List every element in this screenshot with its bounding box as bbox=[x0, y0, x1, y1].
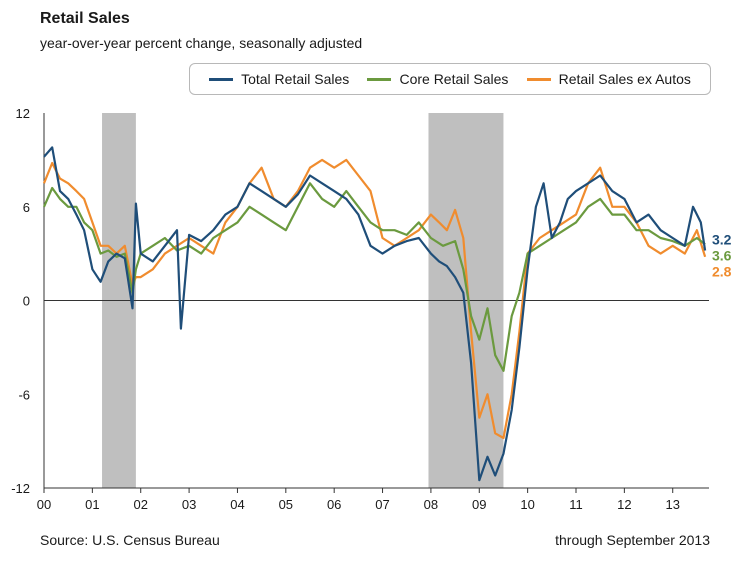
x-tick-label: 04 bbox=[230, 497, 244, 512]
y-tick-label: 12 bbox=[16, 106, 30, 121]
end-label-2: 2.8 bbox=[712, 264, 732, 280]
legend-label-ex-autos: Retail Sales ex Autos bbox=[558, 71, 691, 87]
x-tick-label: 08 bbox=[424, 497, 438, 512]
legend-item-retail-ex-autos: Retail Sales ex Autos bbox=[526, 71, 691, 87]
y-tick-label: -12 bbox=[11, 481, 30, 496]
x-tick-label: 06 bbox=[327, 497, 341, 512]
x-tick-label: 00 bbox=[37, 497, 51, 512]
x-tick-label: 11 bbox=[569, 497, 583, 512]
x-tick-label: 10 bbox=[520, 497, 534, 512]
y-tick-label: -6 bbox=[18, 387, 30, 402]
legend-label-core: Core Retail Sales bbox=[399, 71, 509, 87]
chart-legend: Total Retail Sales Core Retail Sales Ret… bbox=[189, 63, 711, 95]
end-label-0: 3.2 bbox=[712, 232, 732, 248]
legend-item-total-retail-sales: Total Retail Sales bbox=[209, 71, 349, 87]
y-tick-label: 6 bbox=[23, 200, 30, 215]
end-labels: 3.23.62.8 bbox=[712, 232, 732, 280]
legend-label-total: Total Retail Sales bbox=[241, 71, 350, 87]
legend-swatch-total bbox=[209, 77, 234, 81]
x-tick-label: 02 bbox=[133, 497, 147, 512]
chart-subtitle: year-over-year percent change, seasonall… bbox=[40, 35, 363, 51]
source-note: Source: U.S. Census Bureau bbox=[40, 532, 220, 548]
x-tick-label: 05 bbox=[279, 497, 293, 512]
series-line-0 bbox=[43, 146, 707, 482]
chart-title: Retail Sales bbox=[40, 10, 130, 27]
series-line-1 bbox=[42, 182, 706, 372]
legend-swatch-core bbox=[367, 77, 392, 81]
axes: 12 6 0 -6 -12 00 01 02 03 04 05 06 07 08 09 10 11 12 13 bbox=[11, 106, 709, 512]
end-label-1: 3.6 bbox=[712, 248, 732, 264]
legend-item-core-retail-sales: Core Retail Sales bbox=[367, 71, 508, 87]
series-lines bbox=[42, 146, 707, 482]
x-tick-label: 12 bbox=[617, 497, 631, 512]
date-note: through September 2013 bbox=[555, 532, 710, 548]
y-tick-label: 0 bbox=[23, 294, 30, 309]
x-tick-label: 07 bbox=[375, 497, 389, 512]
x-tick-label: 13 bbox=[665, 497, 679, 512]
x-tick-label: 09 bbox=[472, 497, 486, 512]
legend-swatch-ex-autos bbox=[526, 77, 551, 81]
x-tick-label: 03 bbox=[182, 497, 196, 512]
x-tick-label: 01 bbox=[85, 497, 99, 512]
series-line-2 bbox=[42, 158, 707, 440]
